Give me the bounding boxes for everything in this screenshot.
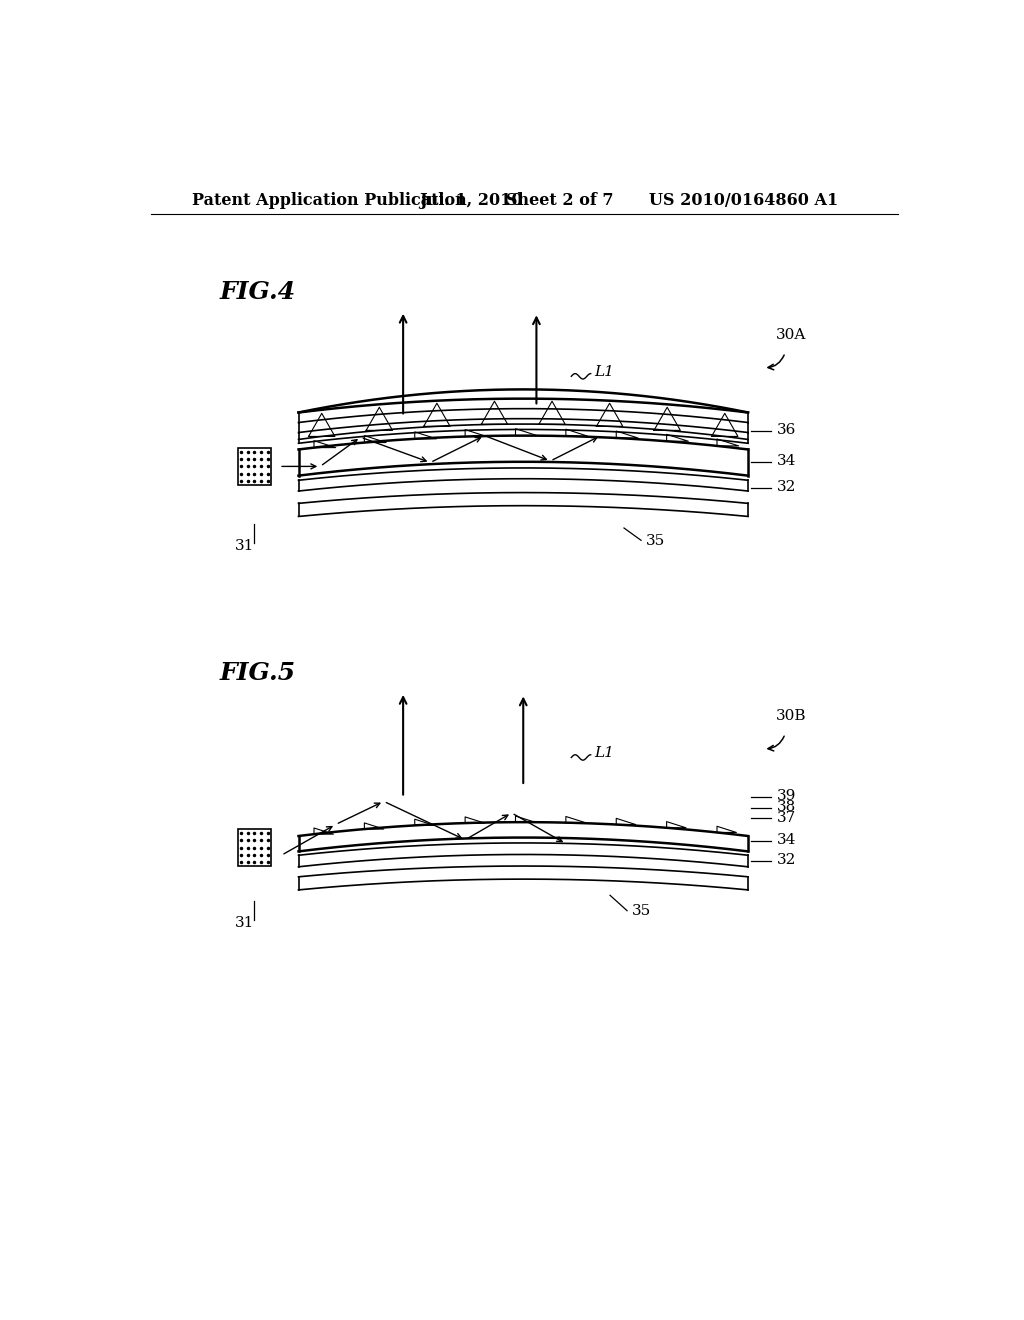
Text: 37: 37	[776, 810, 796, 825]
Text: US 2010/0164860 A1: US 2010/0164860 A1	[649, 193, 838, 210]
Text: 34: 34	[776, 833, 796, 847]
Text: 38: 38	[776, 800, 796, 813]
Text: L1: L1	[594, 747, 613, 760]
Text: 35: 35	[646, 535, 665, 548]
Text: FIG.4: FIG.4	[219, 280, 296, 304]
Text: 31: 31	[234, 916, 254, 931]
Text: 30A: 30A	[776, 329, 806, 342]
Text: 39: 39	[776, 789, 796, 803]
Text: Sheet 2 of 7: Sheet 2 of 7	[506, 193, 613, 210]
Text: 36: 36	[776, 424, 796, 437]
Bar	[238, 829, 270, 866]
Bar	[238, 447, 270, 484]
Text: Jul. 1, 2010: Jul. 1, 2010	[419, 193, 522, 210]
Text: L1: L1	[594, 366, 613, 379]
Text: 34: 34	[776, 454, 796, 469]
Text: FIG.5: FIG.5	[219, 661, 296, 685]
Text: 30B: 30B	[776, 710, 807, 723]
Text: 35: 35	[632, 904, 651, 919]
Text: 32: 32	[776, 853, 796, 867]
Text: 31: 31	[234, 539, 254, 553]
Text: 32: 32	[776, 480, 796, 494]
Text: Patent Application Publication: Patent Application Publication	[191, 193, 466, 210]
